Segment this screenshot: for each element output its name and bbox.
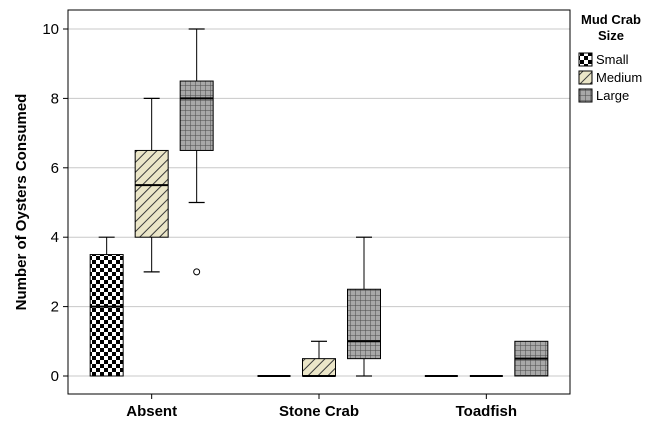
box-body — [179, 80, 214, 151]
legend-title-line-2: Size — [598, 28, 624, 43]
legend-swatch-large — [578, 88, 593, 103]
legend-swatch-small — [578, 52, 593, 67]
y-tick-label: 8 — [51, 90, 59, 107]
box-body — [134, 149, 169, 238]
y-tick-label: 4 — [51, 229, 59, 246]
box-body — [89, 254, 124, 377]
y-tick-label: 10 — [42, 21, 59, 38]
boxes — [89, 28, 549, 377]
y-tick-label: 2 — [51, 299, 59, 316]
box-large-toadfish — [514, 340, 549, 377]
box-body — [302, 358, 336, 377]
y-tick-label: 6 — [51, 160, 59, 177]
x-axis: Absent Stone Crab Toadfish — [126, 394, 517, 420]
x-category-label: Absent — [126, 403, 177, 420]
box-small-absent — [89, 236, 124, 377]
y-tick-label: 0 — [51, 368, 59, 385]
box-medium-stone-crab — [302, 340, 336, 377]
box-body — [347, 288, 381, 360]
box-large-absent — [179, 28, 214, 276]
legend-label-large: Large — [596, 88, 629, 103]
y-axis: 0 2 4 6 8 10 — [42, 21, 68, 385]
x-category-label: Stone Crab — [279, 403, 359, 420]
legend-label-small: Small — [596, 52, 629, 67]
legend-title-line-1: Mud Crab — [581, 12, 641, 27]
outlier-point — [193, 268, 201, 276]
legend-label-medium: Medium — [596, 70, 642, 85]
legend: Mud Crab Size Small Medium Large — [578, 12, 642, 103]
box-large-stone-crab — [347, 236, 381, 377]
x-category-label: Toadfish — [456, 403, 517, 420]
box-medium-absent — [134, 97, 169, 273]
legend-swatch-medium — [578, 70, 593, 85]
y-axis-title: Number of Oysters Consumed — [13, 94, 30, 311]
